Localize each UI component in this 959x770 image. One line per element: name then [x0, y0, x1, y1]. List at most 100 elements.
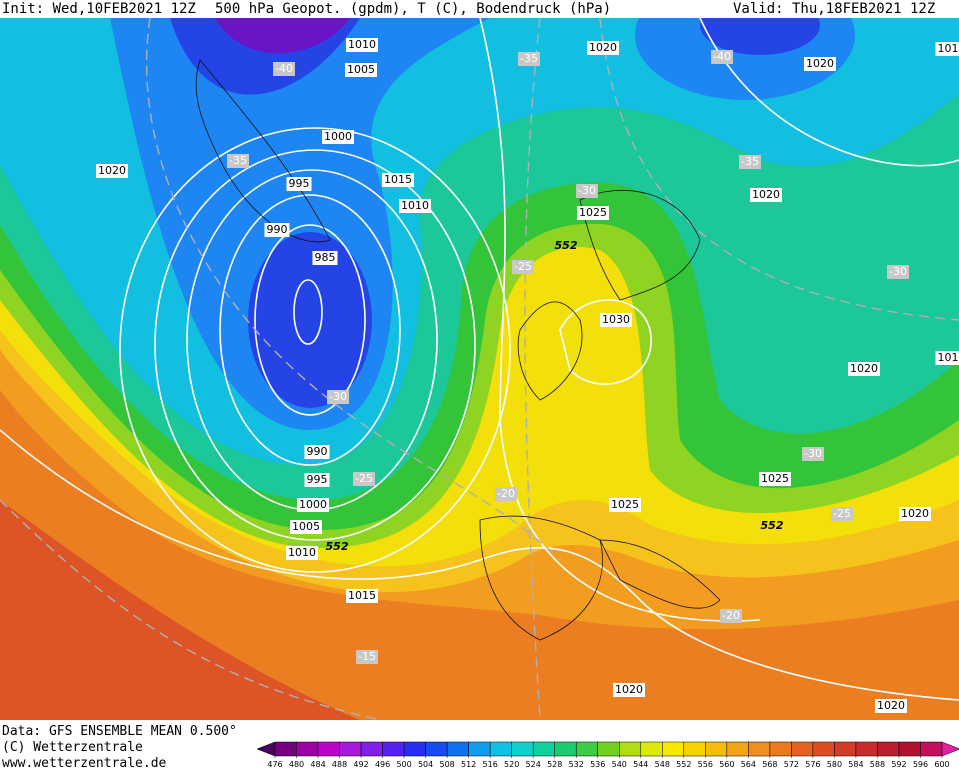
- map-field: [0, 18, 959, 720]
- temperature-label: -15: [356, 650, 378, 664]
- colorbar-swatch: [812, 741, 835, 757]
- temperature-label-text: -35: [741, 155, 759, 168]
- colorbar-tick-label: 508: [439, 760, 454, 769]
- isobar-label-box: [600, 313, 632, 327]
- isobar-label: 1025: [759, 472, 791, 486]
- isobar-label-text: 995: [307, 473, 328, 486]
- temperature-label-box: [495, 487, 517, 501]
- isobar-label-box: [587, 41, 619, 55]
- isobar-label-box: [935, 351, 959, 365]
- isobar-label: 1005: [345, 63, 377, 77]
- colorbar-tick-label: 576: [805, 760, 820, 769]
- temperature-label-box: [512, 260, 534, 274]
- isobar-label: 995: [286, 177, 312, 191]
- temperature-label: -30: [802, 447, 824, 461]
- isobar-label-box: [613, 683, 645, 697]
- footer-copyright: (C) Wetterzentrale: [2, 740, 143, 755]
- temperature-label: -30: [887, 265, 909, 279]
- isobar-label: 990: [304, 445, 330, 459]
- height-label-text: 552: [761, 519, 784, 532]
- colorbar-swatch: [834, 741, 857, 757]
- colorbar-swatch: [403, 741, 426, 757]
- temperature-label-text: -40: [275, 62, 293, 75]
- colorbar-swatch: [511, 741, 534, 757]
- colorbar-swatch: [296, 741, 319, 757]
- temperature-label: -30: [576, 184, 598, 198]
- temperature-label-text: -30: [889, 265, 907, 278]
- colorbar-tick-label: 560: [719, 760, 734, 769]
- isobar-label-box: [286, 546, 318, 560]
- isobar-label-box: [345, 63, 377, 77]
- temperature-label: -25: [353, 472, 375, 486]
- isobar-label-text: 1005: [292, 520, 320, 533]
- height-label-text: 552: [555, 239, 578, 252]
- temperature-label: -30: [327, 390, 349, 404]
- isobar-label: 1015: [346, 589, 378, 603]
- height-label: 552: [761, 519, 784, 532]
- colorbar-swatch: [597, 741, 620, 757]
- isobar-label-box: [935, 42, 959, 56]
- colorbar-swatch: [769, 741, 792, 757]
- isobar-label-box: [264, 223, 290, 237]
- temperature-label-text: -35: [229, 154, 247, 167]
- colorbar-tick-label: 592: [891, 760, 906, 769]
- colorbar-tick-label: 480: [289, 760, 304, 769]
- header-title: 500 hPa Geopot. (gpdm), T (C), Bodendruc…: [215, 1, 611, 17]
- temperature-label-box: [887, 265, 909, 279]
- isobar-label-text: 1020: [752, 188, 780, 201]
- colorbar-tick-label: 512: [461, 760, 476, 769]
- temperature-label-text: -25: [833, 507, 851, 520]
- isobar-label-box: [759, 472, 791, 486]
- colorbar-swatch: [446, 741, 469, 757]
- isobar-label-text: 990: [267, 223, 288, 236]
- colorbar-tick-label: 500: [396, 760, 411, 769]
- temperature-label-box: [576, 184, 598, 198]
- colorbar-swatch: [640, 741, 663, 757]
- height-label: 552: [555, 239, 578, 252]
- colorbar-tick-label: 584: [848, 760, 863, 769]
- colorbar-tick-label: 528: [547, 760, 562, 769]
- isobar-label: 101: [935, 351, 959, 365]
- colorbar-tick-label: 568: [762, 760, 777, 769]
- temperature-label-text: -30: [329, 390, 347, 403]
- temperature-label-text: -30: [804, 447, 822, 460]
- isobar-label: 985: [312, 251, 338, 265]
- isobar-label-box: [875, 699, 907, 713]
- colorbar-swatch: [489, 741, 512, 757]
- field-dark-blue: [248, 232, 372, 408]
- field-dark-blue-east: [700, 18, 820, 55]
- colorbar-tick-label: 516: [483, 760, 498, 769]
- colorbar-swatch: [317, 741, 340, 757]
- temperature-label-box: [518, 52, 540, 66]
- temperature-label-text: -25: [514, 260, 532, 273]
- colorbar-swatch: [360, 741, 383, 757]
- temperature-label-box: [739, 155, 761, 169]
- colorbar-swatch: [274, 741, 297, 757]
- colorbar-tick-label: 524: [526, 760, 541, 769]
- colorbar-swatch: [468, 741, 491, 757]
- colorbar-swatch: [920, 741, 943, 757]
- temperature-label-box: [831, 507, 853, 521]
- colorbar: 476 480 484 488 492 496 500 504 508 512 516 520 524 5…: [256, 741, 959, 769]
- isobar-label-box: [322, 130, 354, 144]
- colorbar-tick-label: 496: [375, 760, 390, 769]
- isobar-label-text: 101: [938, 351, 959, 364]
- isobar-label-text: 1025: [611, 498, 639, 511]
- colorbar-swatch: [532, 741, 555, 757]
- isobar-label: 1030: [600, 313, 632, 327]
- colorbar-tick-label: 488: [332, 760, 347, 769]
- colorbar-swatch: [898, 741, 921, 757]
- colorbar-tick-label: 536: [590, 760, 605, 769]
- isobar-label: 1020: [875, 699, 907, 713]
- colorbar-swatch: [619, 741, 642, 757]
- isotherms: [0, 18, 959, 720]
- footer-url: www.wetterzentrale.de: [2, 756, 167, 770]
- isobar-label-text: 1020: [589, 41, 617, 54]
- isobar-label: 1000: [297, 498, 329, 512]
- colorbar-tick-label: 492: [353, 760, 368, 769]
- isobar-label-text: 995: [289, 177, 310, 190]
- isobar-label-text: 1025: [579, 206, 607, 219]
- isobar-label-box: [286, 177, 312, 191]
- isobar-label-box: [304, 445, 330, 459]
